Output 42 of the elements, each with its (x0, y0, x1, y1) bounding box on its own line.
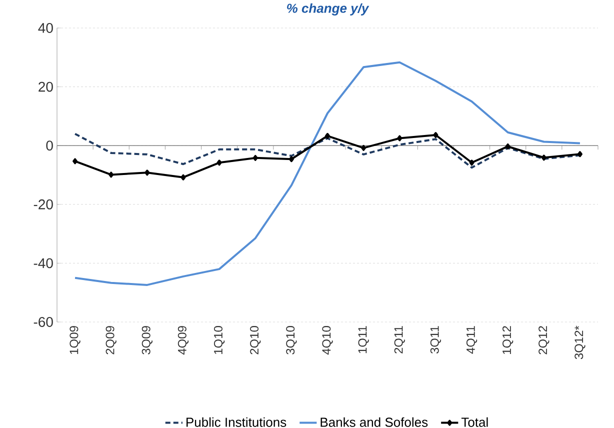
x-tick-label: 3Q09 (142, 326, 152, 354)
point (325, 132, 330, 139)
point (469, 160, 474, 166)
point (108, 172, 114, 178)
x-tick-label: 3Q11 (430, 326, 442, 354)
point (577, 151, 582, 158)
x-tick-label: 2Q12 (538, 326, 550, 354)
x-tick-label: 2Q11 (394, 326, 405, 354)
x-tick-label: 3Q10 (286, 326, 297, 354)
line-series (74, 61, 581, 286)
line-series (74, 132, 581, 169)
point (505, 143, 510, 150)
x-tick-label: 4Q09 (178, 326, 189, 355)
y-tick-label: -40 (34, 258, 53, 268)
x-tick-label: 1Q09 (70, 326, 80, 354)
y-tick-label: 0 (46, 140, 53, 151)
point (288, 156, 294, 162)
x-tick-label: 2Q10 (250, 326, 261, 354)
point (433, 132, 438, 138)
x-tick-label: 4Q11 (466, 326, 478, 354)
point (252, 154, 258, 161)
point (361, 144, 366, 151)
point (541, 154, 546, 161)
x-tick-label: 4Q10 (322, 326, 333, 355)
x-tick-label: 1Q10 (214, 326, 225, 354)
legend-label: Total (461, 417, 488, 427)
point (216, 160, 222, 166)
y-tick-label: -20 (34, 199, 53, 210)
chart-title: % change y/y (287, 3, 370, 16)
y-tick-label: 40 (38, 23, 53, 33)
y-tick-label: 20 (38, 82, 53, 92)
x-tick-label: 1Q11 (358, 326, 369, 354)
x-tick-label: 2Q09 (106, 326, 116, 354)
point (397, 135, 402, 142)
x-tick-label: 1Q12 (502, 326, 514, 354)
point (180, 174, 186, 180)
legend-label: Public Institutions (186, 417, 286, 427)
y-tick-label: -60 (34, 317, 53, 327)
point (72, 158, 78, 164)
point (144, 170, 150, 176)
x-tick-label: 3Q12* (574, 326, 586, 360)
legend-label: Banks and Sofoles (320, 417, 428, 427)
